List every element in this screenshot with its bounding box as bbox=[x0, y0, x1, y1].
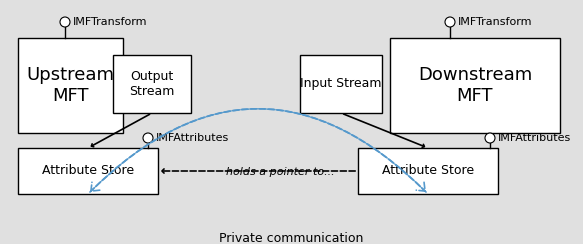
Text: Input Stream: Input Stream bbox=[300, 78, 382, 91]
Circle shape bbox=[60, 17, 70, 27]
Bar bbox=[18, 148, 158, 194]
Bar bbox=[18, 38, 123, 133]
Circle shape bbox=[485, 133, 495, 143]
Text: Output
Stream: Output Stream bbox=[129, 70, 175, 98]
Text: Downstream
MFT: Downstream MFT bbox=[418, 66, 532, 105]
Circle shape bbox=[445, 17, 455, 27]
Text: holds a pointer to...: holds a pointer to... bbox=[226, 167, 334, 177]
Bar bbox=[390, 38, 560, 133]
Text: Upstream
MFT: Upstream MFT bbox=[26, 66, 114, 105]
FancyArrowPatch shape bbox=[91, 109, 426, 192]
Text: IMFTransform: IMFTransform bbox=[73, 17, 147, 27]
Bar bbox=[358, 148, 498, 194]
Text: Attribute Store: Attribute Store bbox=[42, 164, 134, 177]
Text: Attribute Store: Attribute Store bbox=[382, 164, 474, 177]
Text: IMFAttributes: IMFAttributes bbox=[498, 133, 571, 143]
Text: IMFAttributes: IMFAttributes bbox=[156, 133, 229, 143]
FancyArrowPatch shape bbox=[90, 109, 425, 192]
Bar bbox=[300, 55, 382, 113]
Circle shape bbox=[143, 133, 153, 143]
Text: IMFTransform: IMFTransform bbox=[458, 17, 532, 27]
Text: Private communication: Private communication bbox=[219, 232, 363, 244]
Bar bbox=[113, 55, 191, 113]
